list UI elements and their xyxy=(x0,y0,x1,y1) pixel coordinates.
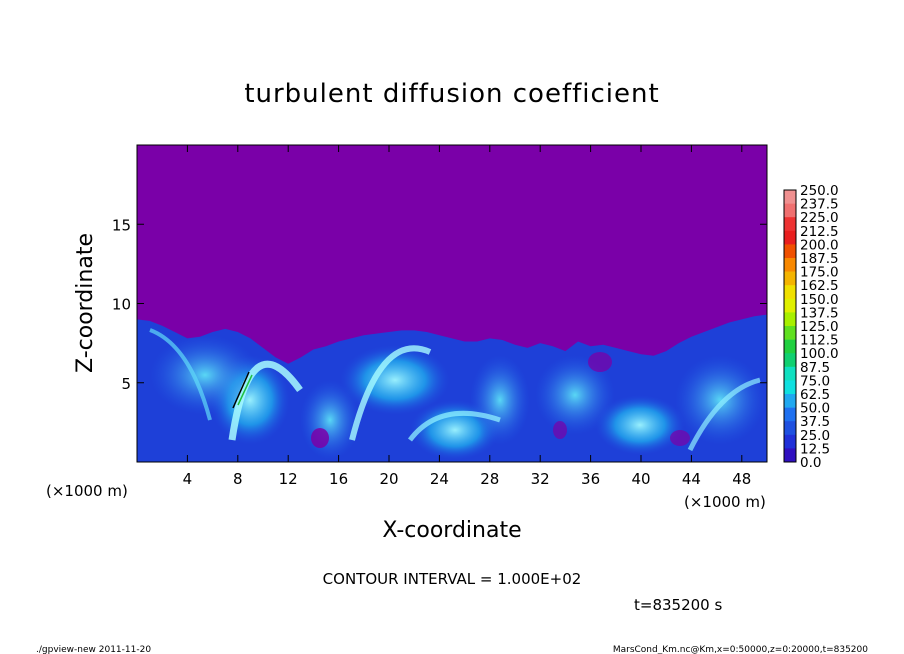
colorbar-label: 162.5 xyxy=(800,278,839,294)
plume-arc xyxy=(408,410,501,442)
time-label: t=835200 s xyxy=(634,596,722,614)
chart-title: turbulent diffusion coefficient xyxy=(244,79,659,109)
plume-arc xyxy=(228,360,303,441)
colorbar-label: 0.0 xyxy=(800,455,821,471)
colorbar-label: 37.5 xyxy=(800,414,830,430)
colorbar-swatch xyxy=(784,217,796,232)
colorbar-label: 187.5 xyxy=(800,251,839,267)
intrusion xyxy=(311,428,329,448)
colorbar-swatch xyxy=(784,298,796,313)
colorbar-label: 125.0 xyxy=(800,319,839,335)
x-tick-label: 12 xyxy=(279,470,298,488)
x-tick-label: 36 xyxy=(581,470,600,488)
contour-interval: CONTOUR INTERVAL = 1.000E+02 xyxy=(323,570,582,588)
plume-arc xyxy=(149,328,212,421)
colorbar-swatch xyxy=(784,366,796,381)
colorbar-label: 75.0 xyxy=(800,373,830,389)
colorbar-label: 62.5 xyxy=(800,387,830,403)
colorbar-label: 12.5 xyxy=(800,441,830,457)
colorbar-label: 25.0 xyxy=(800,428,830,444)
colorbar-swatch xyxy=(784,258,796,272)
colorbar-label: 100.0 xyxy=(800,346,839,362)
colorbar-swatch xyxy=(784,448,796,463)
plume-arc xyxy=(687,377,761,452)
colorbar-label: 50.0 xyxy=(800,401,830,417)
colorbar-swatch xyxy=(784,271,796,286)
x-tick-label: 4 xyxy=(183,470,193,488)
colorbar-swatch xyxy=(784,312,796,327)
x-tick-label: 16 xyxy=(329,470,348,488)
plume xyxy=(535,355,615,435)
purple-intrusions xyxy=(311,352,690,448)
contour-line xyxy=(232,371,250,409)
colorbar-swatch xyxy=(784,380,796,395)
x-tick-label: 20 xyxy=(379,470,398,488)
y-tick-label: 10 xyxy=(112,296,131,314)
plume xyxy=(150,335,260,415)
x-axis-label: X-coordinate xyxy=(382,518,521,543)
colorbar-swatch xyxy=(784,230,796,245)
colorbar-swatch xyxy=(784,203,796,218)
colorbar-label: 200.0 xyxy=(800,237,839,253)
contour-line xyxy=(237,374,253,406)
y-axis: 5 10 15 xyxy=(112,216,767,393)
colorbar-swatch xyxy=(784,353,796,368)
colorbar-label: 250.0 xyxy=(800,183,839,199)
intrusion xyxy=(553,421,567,439)
colorbar-swatch xyxy=(784,407,796,422)
colorbar-frame xyxy=(783,189,797,463)
intrusion xyxy=(670,430,690,446)
colorbar-swatch xyxy=(784,326,796,340)
x-tick-label: 28 xyxy=(480,470,499,488)
y-tick-label: 15 xyxy=(112,216,131,234)
plume-arc xyxy=(349,345,432,441)
colorbar-swatch xyxy=(784,339,796,354)
colorbar-label: 212.5 xyxy=(800,224,839,240)
y-tick-label: 5 xyxy=(121,375,131,393)
plume xyxy=(595,395,685,455)
colorbar-label: 137.5 xyxy=(800,305,839,321)
x-tick-label: 32 xyxy=(531,470,550,488)
x-tick-label: 40 xyxy=(631,470,650,488)
plume xyxy=(470,355,530,445)
colorbar-label: 225.0 xyxy=(800,210,839,226)
colorbar-swatch xyxy=(784,434,796,449)
plot-area xyxy=(137,145,767,462)
plume xyxy=(675,355,765,445)
footer-right: MarsCond_Km.nc@Km,x=0:50000,z=0:20000,t=… xyxy=(613,645,868,654)
intrusion xyxy=(588,352,612,372)
x-axis: 4 8 12 16 20 24 28 32 36 40 44 48 xyxy=(183,145,751,488)
x-tick-label: 8 xyxy=(233,470,243,488)
colorbar-label: 112.5 xyxy=(800,333,839,349)
colorbar-label: 237.5 xyxy=(800,197,839,213)
y-axis-label: Z-coordinate xyxy=(73,233,98,373)
x-axis-unit-left: (×1000 m) xyxy=(46,482,128,500)
colorbar-label: 175.0 xyxy=(800,265,839,281)
colorbar: 250.0237.5225.0212.5200.0187.5175.0162.5… xyxy=(783,183,839,471)
footer-left: ./gpview-new 2011-11-20 xyxy=(36,645,151,654)
colorbar-swatch xyxy=(784,394,796,408)
x-axis-unit-right: (×1000 m) xyxy=(684,493,766,511)
colorbar-swatch xyxy=(784,421,796,436)
x-tick-label: 44 xyxy=(682,470,701,488)
turbulent-plumes xyxy=(149,328,765,460)
x-tick-label: 24 xyxy=(430,470,449,488)
colorbar-label: 150.0 xyxy=(800,292,839,308)
colorbar-label: 87.5 xyxy=(800,360,830,376)
x-tick-label: 48 xyxy=(732,470,751,488)
colorbar-swatch xyxy=(784,190,796,204)
colorbar-swatch xyxy=(784,285,796,300)
colorbar-swatch xyxy=(784,244,796,259)
